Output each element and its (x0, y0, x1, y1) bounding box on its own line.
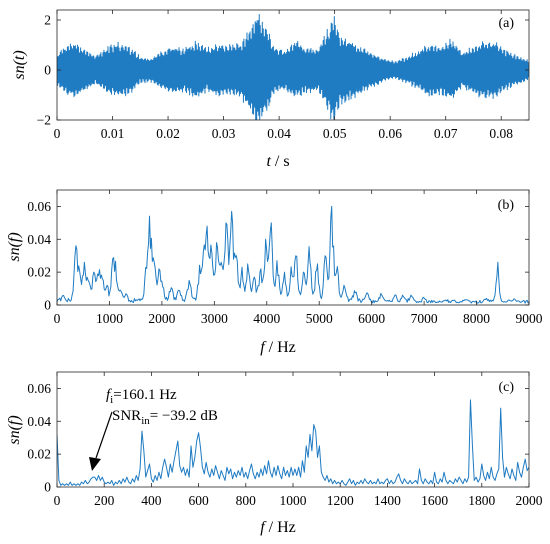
x-tick-label-b-1: 1000 (96, 311, 123, 326)
y-tick-label-a-2: 2 (44, 13, 51, 28)
panel-label-a: (a) (498, 16, 514, 31)
panel-label-c: (c) (498, 380, 514, 395)
y-tick-label-c-1: 0.02 (27, 447, 51, 462)
x-tick-label-c-3: 600 (188, 493, 209, 508)
plot-area-a (57, 13, 529, 120)
y-tick-label-a-1: 0 (44, 63, 51, 78)
annotation-snr-value: = −39.2 dB (150, 408, 218, 424)
x-tick-label-c-0: 0 (54, 493, 61, 508)
axes-frame-b (56, 189, 530, 306)
annotation-arrow-shaft (95, 411, 113, 459)
x-tick-label-b-0: 0 (54, 311, 61, 326)
x-tick-label-a-3: 0.03 (212, 126, 236, 141)
y-tick-label-c-2: 0.04 (27, 414, 51, 429)
y-tick-label-a-0: −2 (37, 113, 51, 128)
plot-area-b (57, 205, 529, 304)
x-tick-label-c-4: 800 (236, 493, 257, 508)
x-axis-label-b: f / Hz (260, 339, 296, 356)
x-axis-label-c-unit: / Hz (265, 519, 296, 536)
y-tick-label-b-2: 0.04 (27, 232, 51, 247)
y-axis-label-b: sn(f) (6, 232, 23, 261)
x-axis-label-b-var: f (260, 339, 267, 356)
x-tick-label-a-1: 0.01 (101, 126, 125, 141)
x-tick-label-b-6: 6000 (358, 311, 385, 326)
annotation-snr: SNRin= −39.2 dB (112, 408, 218, 427)
x-tick-label-c-10: 2000 (516, 493, 543, 508)
x-axis-label-c-var: f (260, 519, 267, 536)
series-line-c (57, 399, 529, 486)
y-tick-label-b-3: 0.06 (27, 199, 51, 214)
panel-c: 0 200 400 600 800 1000 1200 1400 1600 1800 2000 0 0.… (6, 371, 543, 536)
y-tick-label-b-0: 0 (44, 298, 51, 313)
x-tick-label-b-3: 3000 (201, 311, 228, 326)
x-axis-label-a-var: t (266, 153, 271, 170)
x-tick-label-b-4: 4000 (253, 311, 280, 326)
x-tick-label-c-6: 1200 (327, 493, 354, 508)
x-tick-label-a-8: 0.08 (489, 126, 513, 141)
panel-label-b: (b) (498, 198, 515, 213)
y-tick-label-b-1: 0.02 (27, 265, 51, 280)
x-tick-label-b-2: 2000 (148, 311, 175, 326)
axis-ticks-b: 0 1000 2000 3000 4000 5000 6000 7000 8000 9000 0 0.… (27, 190, 543, 326)
annotation-arrow-head (89, 457, 101, 471)
x-tick-label-a-6: 0.06 (378, 126, 402, 141)
x-tick-label-c-8: 1600 (421, 493, 448, 508)
y-axis-label-a: sn(t) (11, 50, 28, 79)
x-tick-label-c-9: 1800 (468, 493, 495, 508)
x-tick-label-a-0: 0 (54, 126, 61, 141)
x-tick-label-a-7: 0.07 (434, 126, 458, 141)
x-tick-label-a-2: 0.02 (156, 126, 180, 141)
x-tick-label-a-5: 0.05 (323, 126, 347, 141)
annotation-frequency-sub: i (110, 394, 113, 406)
annotation-frequency: fi=160.1 Hz (106, 387, 177, 406)
plot-area-c (57, 399, 529, 486)
axis-ticks-a: 0 0.01 0.02 0.03 0.04 0.05 0.06 0.07 0.08−202 (37, 10, 529, 141)
x-axis-label-c: f / Hz (260, 519, 296, 536)
y-tick-label-c-3: 0.06 (27, 381, 51, 396)
axes-frame-a (56, 9, 530, 121)
y-axis-label-c: sn(f) (6, 415, 23, 444)
x-tick-label-b-7: 7000 (411, 311, 438, 326)
x-axis-label-b-unit: / Hz (265, 339, 296, 356)
y-tick-label-c-0: 0 (44, 480, 51, 495)
x-axis-label-a: t / s (266, 153, 289, 170)
x-tick-label-c-7: 1400 (374, 493, 401, 508)
x-tick-label-b-8: 8000 (463, 311, 490, 326)
series-line-a (57, 13, 529, 120)
x-axis-label-a-unit: / s (271, 153, 290, 170)
x-tick-label-b-9: 9000 (516, 311, 543, 326)
x-tick-label-a-4: 0.04 (267, 126, 291, 141)
axis-ticks-c: 0 200 400 600 800 1000 1200 1400 1600 1800 2000 0 0.… (27, 372, 543, 508)
panel-a: 0 0.01 0.02 0.03 0.04 0.05 0.06 0.07 0.08−202 (a… (11, 9, 530, 170)
x-tick-label-b-5: 5000 (306, 311, 333, 326)
x-tick-label-c-1: 200 (94, 493, 115, 508)
x-tick-label-c-5: 1000 (280, 493, 307, 508)
series-line-b (57, 205, 529, 304)
x-tick-label-c-2: 400 (141, 493, 162, 508)
annotation-snr-sub: in (141, 415, 150, 427)
panel-b: 0 1000 2000 3000 4000 5000 6000 7000 8000 9000 0 0.… (6, 189, 543, 356)
annotation-frequency-value: =160.1 Hz (113, 387, 177, 403)
annotation-snr-var: SNR (112, 408, 141, 424)
annotation-frequency-var: f (106, 387, 112, 403)
